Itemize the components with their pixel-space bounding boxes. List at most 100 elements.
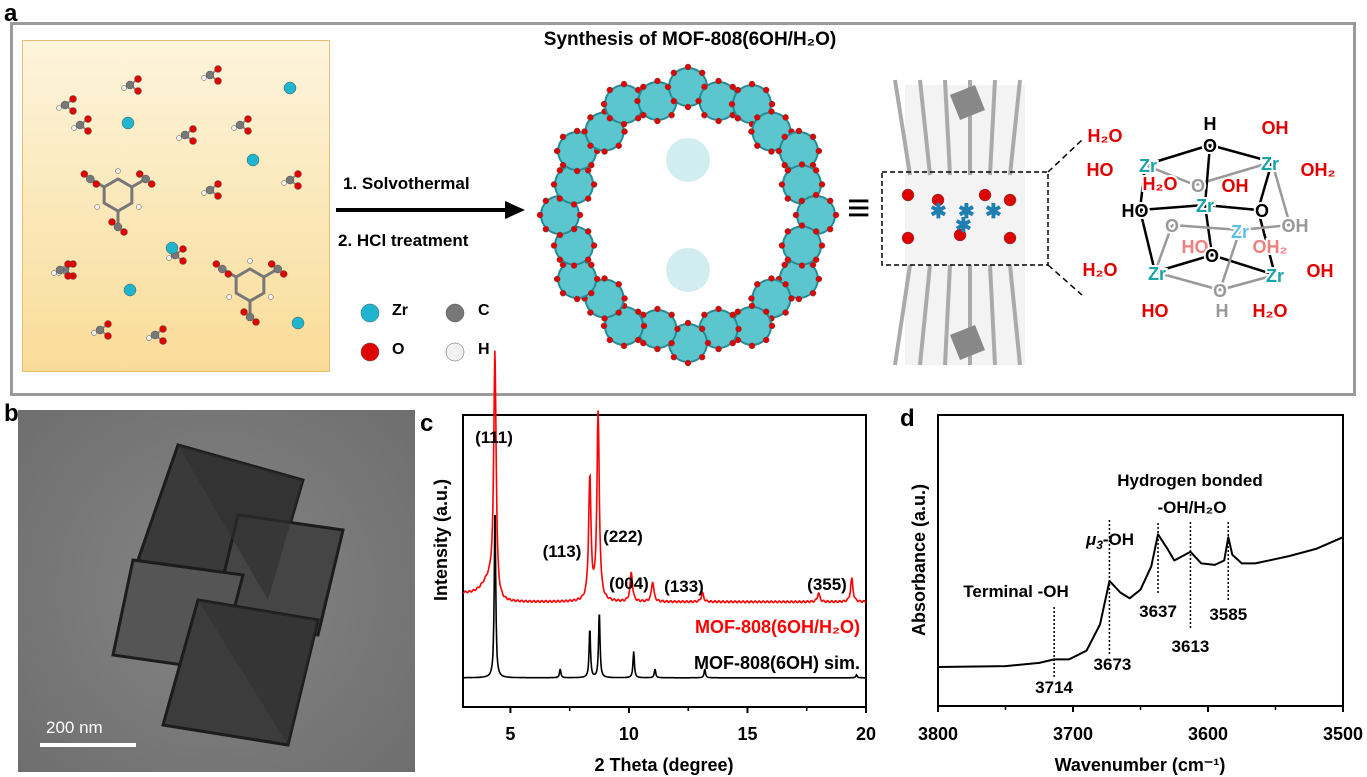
ho-back: HO [1182,237,1209,257]
plot-frame [462,414,867,708]
legend-zr-ball [360,303,380,323]
oxygen-atom [80,170,89,178]
oxygen-atom [542,225,550,233]
oxygen-atom [781,133,788,141]
cluster-bond [1256,209,1277,276]
oxygen-atom [587,309,594,316]
oxygen-atom [1003,231,1017,245]
oxygen-atom [570,201,578,208]
oxygen-atom [826,225,834,233]
oxygen-atom [620,342,628,350]
oxygen-atom [775,147,783,155]
peak-wavenumber-label: 3673 [1094,655,1132,674]
oxygen-atom [550,181,558,188]
oxygen-atom [556,256,564,263]
oxygen-atom [735,325,742,333]
oxygen-atom [768,100,776,108]
peak-index-label: (111) [475,428,513,447]
oxygen-atom [748,128,755,135]
oxygen-atom [784,256,792,263]
oxygen-atom [734,115,742,122]
panel-label-d: d [900,405,915,432]
oxygen-atom [214,192,222,200]
cluster-bond [1154,270,1221,292]
cluster-bond [1270,161,1292,226]
oxygen-atom [240,308,248,316]
oxygen-atom [668,339,675,347]
oxygen-atom [620,80,628,88]
oxygen-atom [581,128,588,135]
peak-wavenumber-label: 3637 [1139,602,1177,621]
h2o-label: H₂O [1143,174,1178,194]
oxygen-atom [69,107,77,115]
hydrogen-atom [56,105,62,111]
cluster-bond [1204,203,1259,212]
oxygen-atom [620,120,628,128]
zirconium-atom [246,153,260,167]
oxygen-atom [788,295,795,302]
oxygen-atom [795,295,803,303]
oxygen-atom [715,77,722,85]
carbon-atom [55,265,65,275]
o-back: O [1165,216,1179,236]
h2o-label: H₂O [1083,260,1118,280]
oxygen-atom [798,161,806,168]
oxygen-atom [267,260,276,268]
oxygen-atom [701,311,708,319]
oxygen-atom [573,127,581,135]
oxygen-atom [748,80,756,88]
oxygen-atom [795,127,803,135]
oxygen-atom [584,195,592,202]
oxygen-atom [120,228,128,236]
linker [988,79,997,176]
ftir-spectrum [937,533,1344,668]
linker [893,264,912,366]
carbon-atom [125,80,135,90]
oxygen-atom [754,114,761,121]
oxygen-atom [768,322,776,330]
oxygen-atom [135,170,144,178]
carbon-atom [150,330,160,340]
oxygen-atom [615,281,622,288]
cluster-bond [1218,229,1242,291]
h-back: H [1216,301,1229,321]
oxygen-atom [179,245,187,253]
oxygen-atom [818,242,826,249]
h2o-label: H₂O [1253,301,1288,321]
oxygen-atom [84,115,92,123]
cluster-bond [1154,253,1213,274]
mu3-h: H [1204,114,1217,134]
zr-label: Zr [1148,264,1166,284]
x-tick-label: 3700 [1053,724,1093,744]
zr-label: Zr [1196,196,1214,216]
oxygen-atom [588,161,595,169]
oxygen-atom [553,275,561,283]
zirconium-atom [121,116,135,130]
mu3-o: O [1205,246,1219,266]
oxygen-atom [784,195,792,202]
oxygen-atom [601,275,608,282]
peak-wavenumber-label: 3613 [1172,637,1210,656]
oxygen-atom [559,161,567,169]
oxygen-atom [294,182,302,190]
step-hcl-treatment: 2. HCl treatment [338,231,469,250]
oxygen-atom [715,345,722,353]
oxygen-atom [556,167,564,174]
oxygen-atom [654,345,661,353]
oxygen-atom [634,336,642,344]
linker [918,264,932,366]
oxygen-atom [600,322,608,330]
panel-a-frame [10,22,1356,396]
oxygen-atom [570,225,578,233]
cluster-bond [1153,224,1174,273]
oxygen-atom [704,339,712,347]
oxygen-atom [809,133,817,141]
cluster-bond [1239,223,1291,232]
equivalence-symbol: ≡ [847,186,871,230]
oxygen-atom [588,261,595,269]
oxygen-atom [279,270,288,278]
oxygen-atom [584,256,592,263]
zr-label: Zr [1261,154,1279,174]
linker [988,264,997,366]
